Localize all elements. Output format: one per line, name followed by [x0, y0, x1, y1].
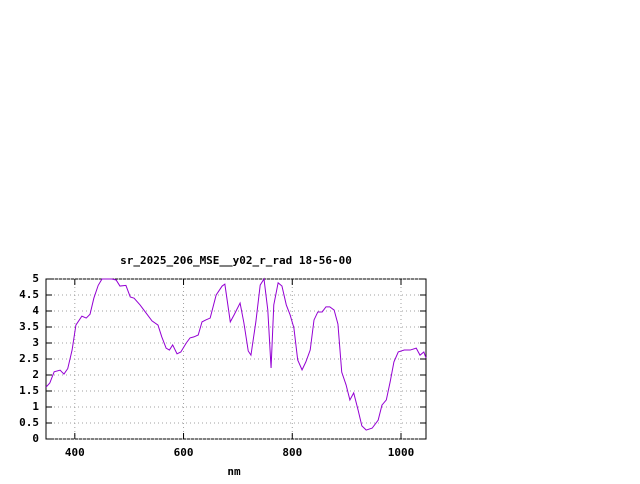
x-axis-label: nm — [227, 465, 241, 478]
y-tick-label: 5 — [32, 272, 39, 285]
y-tick-label: 1.5 — [19, 384, 39, 397]
y-tick-label: 2.5 — [19, 352, 39, 365]
x-tick-label: 800 — [282, 446, 302, 459]
y-tick-label: 3.5 — [19, 320, 39, 333]
y-tick-label: 0 — [32, 432, 39, 445]
y-tick-label: 3 — [32, 336, 39, 349]
x-tick-label: 1000 — [388, 446, 415, 459]
y-tick-label: 2 — [32, 368, 39, 381]
chart-title: sr_2025_206_MSE__y02_r_rad 18-56-00 — [120, 254, 352, 267]
y-tick-label: 4 — [32, 304, 39, 317]
y-tick-label: 4.5 — [19, 288, 39, 301]
x-tick-label: 400 — [65, 446, 85, 459]
y-tick-label: 1 — [32, 400, 39, 413]
x-tick-label: 600 — [174, 446, 194, 459]
y-tick-label: 0.5 — [19, 416, 39, 429]
data-line — [45, 277, 427, 431]
